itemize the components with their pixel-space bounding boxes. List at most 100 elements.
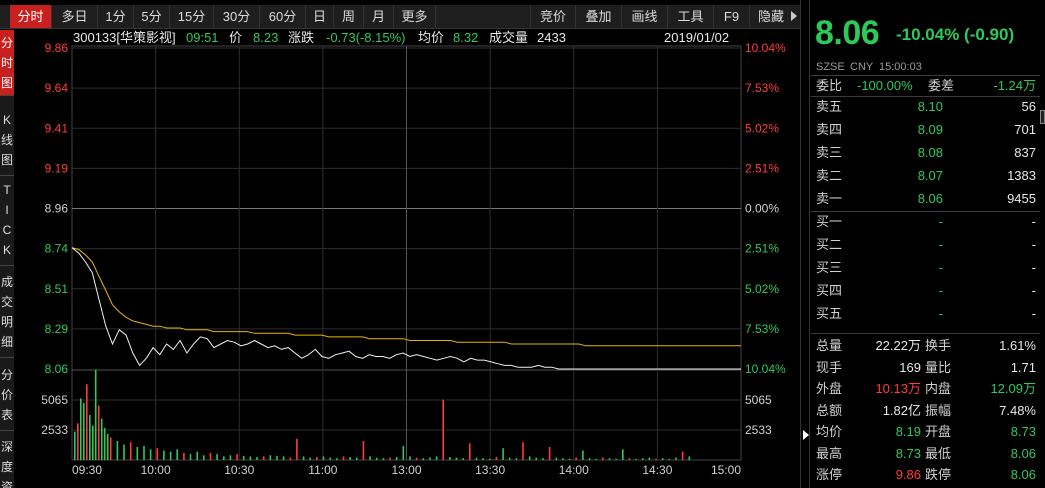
volume-bar xyxy=(129,442,132,460)
weibi-label: 委比 xyxy=(816,78,843,93)
volume-bar xyxy=(309,457,311,460)
vtab-price-table[interactable]: 分价表 xyxy=(0,365,14,431)
bid-row[interactable]: 买一 - - xyxy=(811,213,1040,233)
volume-bar xyxy=(123,444,125,460)
info-avg-label: 均价 xyxy=(418,30,445,45)
ask-row[interactable]: 卖三 8.08 837 xyxy=(811,144,1040,164)
tab-1min[interactable]: 1分 xyxy=(98,5,134,28)
hide-button[interactable]: 隐藏 xyxy=(757,9,784,24)
weicha-value: -1.24万 xyxy=(993,78,1036,93)
ask-row[interactable]: 卖二 8.07 1383 xyxy=(811,167,1040,187)
volume-bar xyxy=(322,456,325,460)
y-right-tick-label: 7.53% xyxy=(745,322,779,336)
tab-weekly[interactable]: 周 xyxy=(334,5,364,28)
auction-button[interactable]: 竞价 xyxy=(530,5,576,28)
stat-label: 最高 xyxy=(816,445,843,461)
y-left-tick-label: 9.64 xyxy=(45,81,69,95)
tools-button[interactable]: 工具 xyxy=(668,5,714,28)
tab-5min[interactable]: 5分 xyxy=(134,5,170,28)
vtab-depth[interactable]: 深度资 xyxy=(0,440,13,488)
ask-row[interactable]: 卖四 8.09 701 xyxy=(811,121,1040,141)
volume-bar xyxy=(522,442,524,460)
volume-bar xyxy=(641,458,644,460)
expand-arrow-icon[interactable] xyxy=(803,430,809,440)
stat-label: 均价 xyxy=(816,424,843,439)
volume-bar xyxy=(236,454,238,460)
x-tick-label: 14:30 xyxy=(642,463,672,477)
info-price-label: 价 xyxy=(229,30,243,45)
volume-bar xyxy=(429,457,431,460)
volume-bar xyxy=(276,455,278,460)
volume-bar xyxy=(163,450,165,460)
x-tick-label: 09:30 xyxy=(72,463,102,477)
volume-bar xyxy=(203,455,205,460)
overlay-button[interactable]: 叠加 xyxy=(576,5,622,28)
intraday-chart[interactable]: 9.86 10.04% 9.64 7.53% 9.41 5.02% 9.19 2.51% 8.9… xyxy=(0,0,800,488)
bid-row[interactable]: 买四 - - xyxy=(811,282,1040,302)
tab-multi-day[interactable]: 多日 xyxy=(52,5,98,28)
volume-bar xyxy=(349,457,351,460)
chevron-right-icon[interactable] xyxy=(791,11,797,21)
y-right-tick-label: 7.53% xyxy=(745,81,779,95)
bid-row[interactable]: 买三 - - xyxy=(811,259,1040,279)
volume-bar xyxy=(442,399,444,460)
draw-line-button[interactable]: 画线 xyxy=(622,5,668,28)
tab-30min[interactable]: 30分 xyxy=(214,5,260,28)
volume-bar xyxy=(462,458,464,460)
y-right-tick-label: 5.02% xyxy=(745,282,779,296)
volume-bar xyxy=(395,457,398,460)
vtab-trade-details[interactable]: 成交明细 xyxy=(0,272,14,358)
stat-value: 8.73 xyxy=(1010,424,1036,439)
volume-bar xyxy=(302,456,305,460)
x-tick-label: 10:30 xyxy=(224,463,254,477)
stock-code-name: 300133[华策影视] xyxy=(73,30,176,45)
stat-value: 8.19 xyxy=(895,424,921,439)
stat-value: 22.22万 xyxy=(875,338,921,353)
bid-row[interactable]: 买五 - - xyxy=(811,305,1040,325)
f9-button[interactable]: F9 xyxy=(714,5,750,28)
x-tick-label: 10:00 xyxy=(141,463,171,477)
tab-more[interactable]: 更多 xyxy=(394,5,436,28)
info-change: -0.73(-8.15%) xyxy=(326,30,406,45)
tab-60min[interactable]: 60分 xyxy=(260,5,306,28)
scroll-handle[interactable] xyxy=(1040,110,1045,124)
volume-bar xyxy=(83,403,85,460)
volume-bar xyxy=(675,457,677,460)
info-date: 2019/01/02 xyxy=(664,30,730,45)
volume-bar xyxy=(74,431,76,460)
volume-bar xyxy=(176,449,178,460)
ask-row[interactable]: 卖五 8.10 56 xyxy=(811,98,1040,118)
order-level-label: 买一 xyxy=(816,214,843,229)
volume-bar xyxy=(106,433,109,460)
volume-bar xyxy=(156,448,159,460)
bid-row[interactable]: 买二 - - xyxy=(811,236,1040,256)
volume-bar xyxy=(86,384,88,460)
ask-row[interactable]: 卖一 8.06 9455 xyxy=(811,190,1040,210)
exchange-label: SZSE xyxy=(816,61,845,73)
volume-bar xyxy=(495,457,498,460)
tab-15min[interactable]: 15分 xyxy=(170,5,214,28)
volume-bar xyxy=(375,457,378,460)
stat-value: 8.73 xyxy=(895,445,921,461)
volume-bar xyxy=(209,452,212,460)
vtab-intraday-chart[interactable]: 分时图 xyxy=(0,30,14,96)
volume-bar xyxy=(223,456,225,460)
order-price: - xyxy=(938,214,943,229)
panel-divider[interactable] xyxy=(800,0,810,488)
chart-toolbar: 分时 多日 1分 5分 15分 30分 60分 日 周 月 更多 竞价 叠加 画… xyxy=(0,5,800,29)
volume-bar xyxy=(602,457,604,460)
y-right-tick-label: 5.02% xyxy=(745,121,779,135)
tab-daily[interactable]: 日 xyxy=(306,5,334,28)
volume-bar xyxy=(515,458,518,460)
volume-bar xyxy=(482,458,484,460)
tab-intraday[interactable]: 分时 xyxy=(10,5,52,28)
volume-bar xyxy=(535,457,538,460)
volume-bar xyxy=(648,457,651,460)
stat-label: 外盘 xyxy=(816,381,843,396)
volume-bar xyxy=(196,451,198,460)
order-volume: - xyxy=(1031,237,1036,252)
stat-value: 1.82亿 xyxy=(882,402,921,418)
tab-monthly[interactable]: 月 xyxy=(364,5,394,28)
